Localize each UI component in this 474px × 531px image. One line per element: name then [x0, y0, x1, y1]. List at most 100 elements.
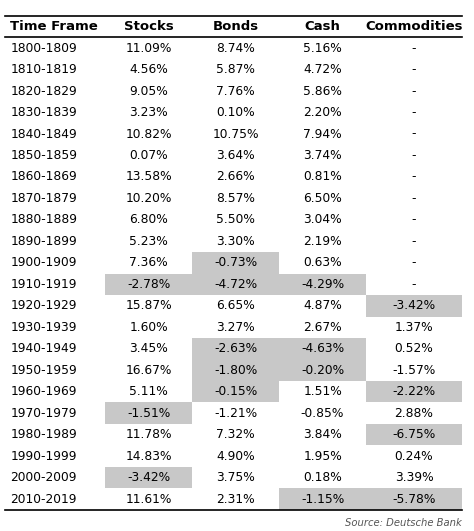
Text: 10.75%: 10.75%	[212, 127, 259, 141]
Text: -: -	[412, 149, 416, 162]
Text: 3.74%: 3.74%	[303, 149, 342, 162]
Text: 11.78%: 11.78%	[126, 428, 172, 441]
Text: 1880-1889: 1880-1889	[10, 213, 77, 226]
Text: 1810-1819: 1810-1819	[10, 63, 77, 76]
Bar	[366, 489, 462, 510]
Text: 4.90%: 4.90%	[216, 450, 255, 463]
Text: 1.37%: 1.37%	[395, 321, 433, 334]
Text: 2.67%: 2.67%	[303, 321, 342, 334]
Text: 6.50%: 6.50%	[303, 192, 342, 205]
Text: 5.87%: 5.87%	[216, 63, 255, 76]
Text: -: -	[412, 84, 416, 98]
Text: 10.20%: 10.20%	[126, 192, 172, 205]
Bar	[192, 381, 279, 402]
Text: -1.57%: -1.57%	[392, 364, 436, 376]
Text: Stocks: Stocks	[124, 20, 173, 33]
Text: -0.20%: -0.20%	[301, 364, 344, 376]
Text: 3.75%: 3.75%	[216, 471, 255, 484]
Text: 15.87%: 15.87%	[126, 299, 172, 312]
Text: -: -	[412, 106, 416, 119]
Text: 5.50%: 5.50%	[216, 213, 255, 226]
Text: 5.16%: 5.16%	[303, 41, 342, 55]
Text: 0.07%: 0.07%	[129, 149, 168, 162]
Text: 3.39%: 3.39%	[395, 471, 433, 484]
Text: 16.67%: 16.67%	[126, 364, 172, 376]
Text: 2.19%: 2.19%	[303, 235, 342, 248]
Bar	[105, 273, 192, 295]
Text: -: -	[412, 63, 416, 76]
Text: 1930-1939: 1930-1939	[10, 321, 77, 334]
Text: 1900-1909: 1900-1909	[10, 256, 77, 269]
Text: Cash: Cash	[305, 20, 340, 33]
Text: 1940-1949: 1940-1949	[10, 342, 77, 355]
Text: 11.09%: 11.09%	[126, 41, 172, 55]
Text: 7.94%: 7.94%	[303, 127, 342, 141]
Text: 1970-1979: 1970-1979	[10, 407, 77, 419]
Text: 0.18%: 0.18%	[303, 471, 342, 484]
Text: 13.58%: 13.58%	[126, 170, 172, 184]
Text: 1840-1849: 1840-1849	[10, 127, 77, 141]
Text: 2.66%: 2.66%	[216, 170, 255, 184]
Text: 0.10%: 0.10%	[216, 106, 255, 119]
Bar	[279, 359, 366, 381]
Text: Source: Deutsche Bank: Source: Deutsche Bank	[345, 518, 462, 528]
Text: 7.32%: 7.32%	[216, 428, 255, 441]
Text: 1950-1959: 1950-1959	[10, 364, 77, 376]
Bar	[105, 467, 192, 489]
Text: 0.81%: 0.81%	[303, 170, 342, 184]
Text: 11.61%: 11.61%	[126, 493, 172, 506]
Bar	[279, 273, 366, 295]
Text: -3.42%: -3.42%	[392, 299, 436, 312]
Text: -0.85%: -0.85%	[301, 407, 344, 419]
Text: 1910-1919: 1910-1919	[10, 278, 77, 291]
Text: 2.31%: 2.31%	[216, 493, 255, 506]
Text: -4.29%: -4.29%	[301, 278, 344, 291]
Text: Time Frame: Time Frame	[10, 20, 98, 33]
Text: 1820-1829: 1820-1829	[10, 84, 77, 98]
Text: -2.22%: -2.22%	[392, 385, 436, 398]
Text: 4.72%: 4.72%	[303, 63, 342, 76]
Text: 9.05%: 9.05%	[129, 84, 168, 98]
Text: Bonds: Bonds	[212, 20, 259, 33]
Text: 10.82%: 10.82%	[126, 127, 172, 141]
Bar	[366, 381, 462, 402]
Text: 0.52%: 0.52%	[395, 342, 433, 355]
Text: -1.21%: -1.21%	[214, 407, 257, 419]
Text: -: -	[412, 213, 416, 226]
Text: 6.65%: 6.65%	[216, 299, 255, 312]
Bar	[366, 295, 462, 316]
Text: 4.87%: 4.87%	[303, 299, 342, 312]
Text: -: -	[412, 235, 416, 248]
Text: 4.56%: 4.56%	[129, 63, 168, 76]
Text: -4.72%: -4.72%	[214, 278, 257, 291]
Text: 1920-1929: 1920-1929	[10, 299, 77, 312]
Text: 2.20%: 2.20%	[303, 106, 342, 119]
Text: 3.04%: 3.04%	[303, 213, 342, 226]
Text: -1.80%: -1.80%	[214, 364, 257, 376]
Text: 3.27%: 3.27%	[216, 321, 255, 334]
Text: 0.24%: 0.24%	[395, 450, 433, 463]
Text: 3.30%: 3.30%	[216, 235, 255, 248]
Text: -2.78%: -2.78%	[127, 278, 170, 291]
Text: -4.63%: -4.63%	[301, 342, 344, 355]
Text: 14.83%: 14.83%	[126, 450, 172, 463]
Text: 8.74%: 8.74%	[216, 41, 255, 55]
Text: -6.75%: -6.75%	[392, 428, 436, 441]
Text: -: -	[412, 256, 416, 269]
Text: 8.57%: 8.57%	[216, 192, 255, 205]
Text: 1860-1869: 1860-1869	[10, 170, 77, 184]
Text: 3.64%: 3.64%	[216, 149, 255, 162]
Text: 7.36%: 7.36%	[129, 256, 168, 269]
Text: 0.63%: 0.63%	[303, 256, 342, 269]
Text: 1980-1989: 1980-1989	[10, 428, 77, 441]
Text: 7.76%: 7.76%	[216, 84, 255, 98]
Text: -: -	[412, 170, 416, 184]
Text: -1.15%: -1.15%	[301, 493, 344, 506]
Text: -: -	[412, 127, 416, 141]
Bar	[192, 359, 279, 381]
Text: 1850-1859: 1850-1859	[10, 149, 77, 162]
Text: 5.11%: 5.11%	[129, 385, 168, 398]
Text: -: -	[412, 192, 416, 205]
Text: 6.80%: 6.80%	[129, 213, 168, 226]
Text: -0.73%: -0.73%	[214, 256, 257, 269]
